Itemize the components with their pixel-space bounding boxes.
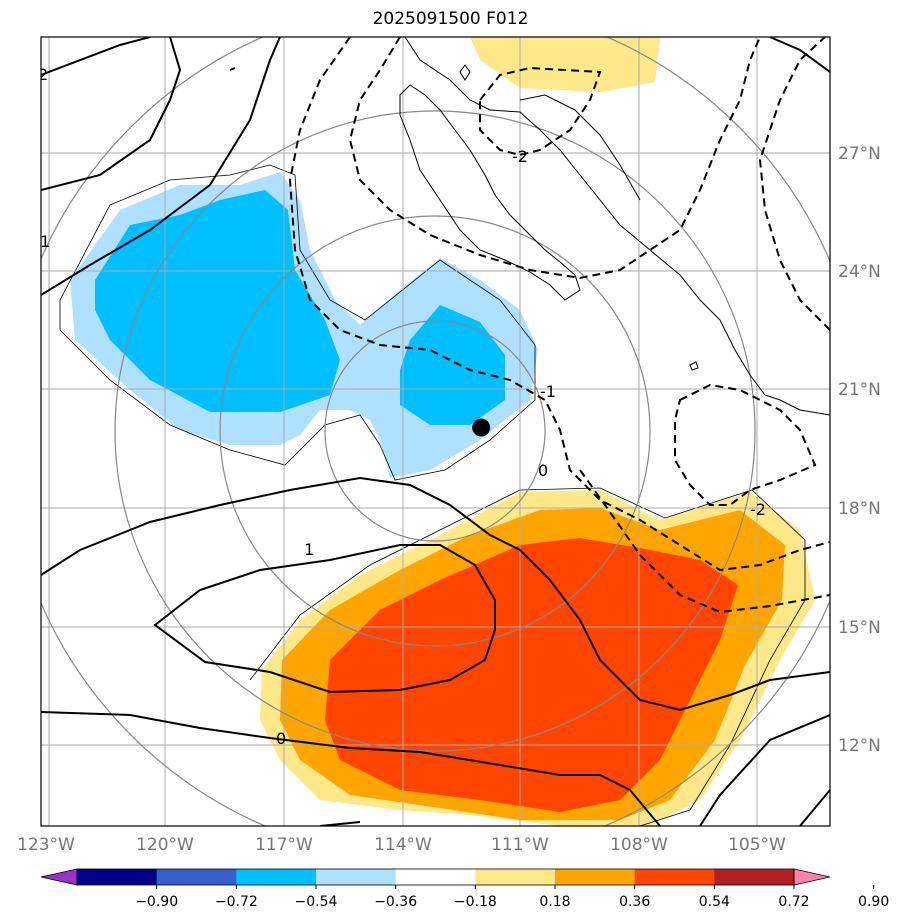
colorbar-swatch [316, 869, 397, 885]
range-rings [41, 37, 830, 826]
lon-labels: 123°W 120°W 117°W 114°W 111°W 108°W 105°… [17, 835, 786, 855]
negative-anomaly-core [400, 305, 505, 425]
lon-label-105w: 105°W [728, 835, 786, 855]
positive-anomaly-dark [325, 538, 738, 812]
contour-label: 0 [538, 461, 548, 480]
colorbar-tick-label: −0.54 [295, 894, 338, 910]
contour-label: -2 [750, 500, 766, 519]
zero-outline-negative [59, 164, 536, 481]
colorbar-tick-label: 0.72 [778, 894, 809, 910]
lon-label-123w: 123°W [17, 835, 75, 855]
colorbar [40, 868, 831, 886]
colorbar-tick-label: −0.18 [454, 894, 497, 910]
lat-labels: 27°N 24°N 21°N 18°N 15°N 12°N [838, 144, 881, 756]
lat-label-24: 24°N [838, 262, 881, 282]
map-area[interactable]: 2 1 -2 -1 0 1 0 -2 [5, 1, 865, 861]
colorbar-tick-label: 0.90 [858, 894, 889, 910]
lon-label-111w: 111°W [491, 835, 549, 855]
colorbar-swatch [395, 869, 476, 885]
lat-label-21: 21°N [838, 380, 881, 400]
coastlines [399, 37, 830, 416]
colorbar-labels: −0.90 −0.72 −0.54 −0.36 −0.18 0.18 0.36 0.54 0.7… [135, 885, 889, 910]
colorbar-extend-high [793, 868, 831, 886]
lon-label-120w: 120°W [136, 835, 194, 855]
contour-label: 1 [304, 540, 314, 559]
colorbar-swatch [475, 869, 556, 885]
contour-label: -1 [540, 382, 556, 401]
contour-labels: 2 1 -2 -1 0 1 0 -2 [38, 65, 766, 748]
colorbar-outline [76, 868, 795, 886]
positive-anomaly-outer [470, 37, 660, 92]
lon-label-114w: 114°W [374, 835, 432, 855]
map-frame [40, 36, 831, 827]
storm-center-marker[interactable] [472, 418, 491, 437]
lat-label-18: 18°N [838, 499, 881, 519]
negative-anomaly-mid [95, 190, 340, 412]
contour-label: -2 [512, 147, 528, 166]
lat-gridlines [41, 152, 830, 746]
contour-label: 0 [276, 729, 286, 748]
lon-gridlines [48, 37, 758, 826]
contour-label: 2 [38, 65, 48, 84]
colorbar-swatch [555, 869, 636, 885]
colorbar-tick-label: −0.36 [374, 894, 417, 910]
colorbar-tick-label: −0.90 [135, 894, 178, 910]
colorbar-tick-label: 0.36 [619, 894, 650, 910]
lat-label-27: 27°N [838, 144, 881, 164]
colorbar-swatch [714, 869, 795, 885]
colorbar-swatch [77, 869, 158, 885]
lon-label-117w: 117°W [255, 835, 313, 855]
colorbar-tick-label: 0.54 [699, 894, 730, 910]
lat-label-15: 15°N [838, 618, 881, 638]
negative-contours [288, 37, 830, 614]
lat-label-12: 12°N [838, 736, 881, 756]
colorbar-extend-low [40, 868, 78, 886]
contour-label: 1 [40, 232, 50, 251]
positive-contours [41, 37, 830, 826]
colorbar-tick-label: −0.72 [215, 894, 258, 910]
colorbar-swatch [156, 869, 237, 885]
colorbar-tick-label: 0.18 [539, 894, 570, 910]
colorbar-swatch [236, 869, 317, 885]
lon-label-108w: 108°W [610, 835, 668, 855]
colorbar-swatch [634, 869, 715, 885]
map-title: 2025091500 F012 [372, 9, 529, 29]
